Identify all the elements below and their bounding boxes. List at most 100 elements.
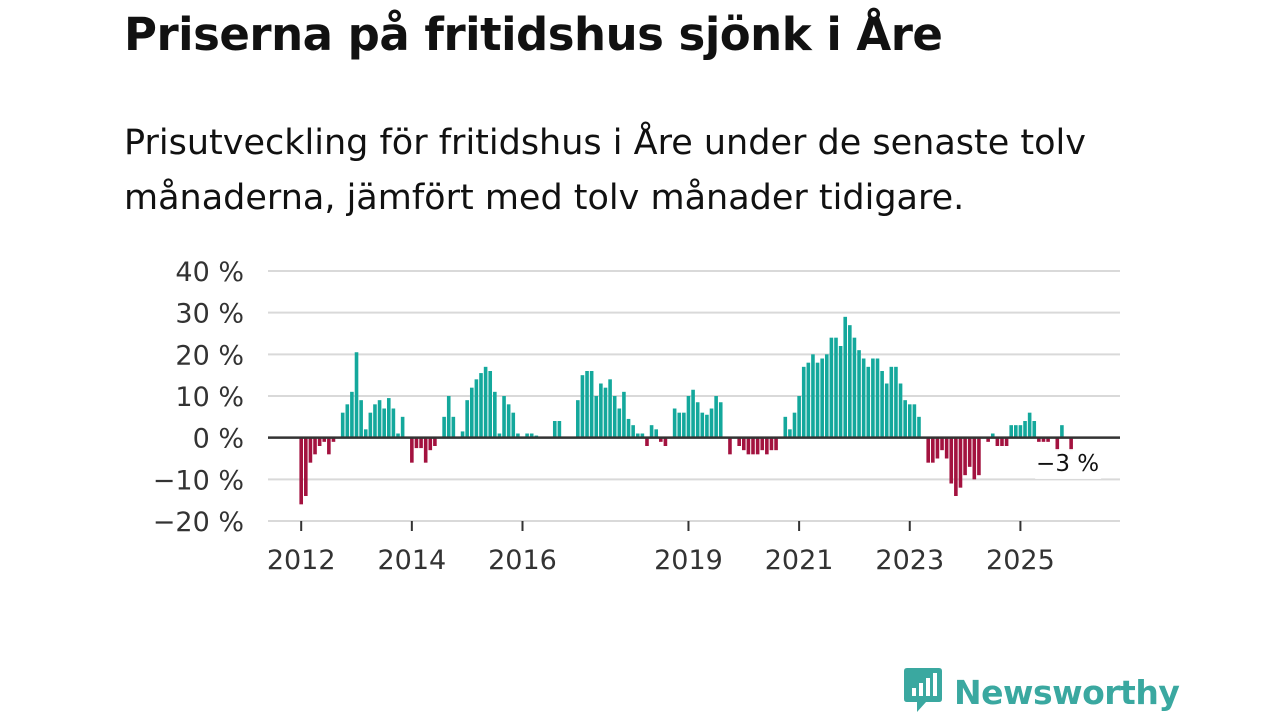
bar bbox=[635, 433, 640, 438]
bar bbox=[949, 437, 954, 484]
bar bbox=[760, 437, 765, 451]
bar bbox=[585, 371, 589, 438]
bar bbox=[483, 366, 488, 438]
bar bbox=[589, 371, 594, 438]
bar bbox=[525, 433, 529, 438]
x-tick-label: 2012 bbox=[267, 545, 336, 576]
bar bbox=[502, 396, 506, 438]
bar bbox=[926, 437, 931, 463]
bar bbox=[313, 437, 317, 455]
bar bbox=[714, 396, 718, 438]
bar bbox=[672, 408, 677, 438]
bar bbox=[834, 337, 838, 438]
bar bbox=[751, 437, 755, 455]
bar bbox=[1041, 437, 1046, 442]
bar bbox=[603, 387, 608, 438]
bar bbox=[907, 404, 912, 438]
bar bbox=[580, 375, 585, 438]
bar bbox=[820, 358, 824, 438]
bar bbox=[474, 379, 479, 438]
bar bbox=[317, 437, 322, 446]
bar bbox=[433, 437, 437, 446]
bar bbox=[414, 437, 419, 449]
bar bbox=[741, 437, 746, 451]
bar bbox=[806, 362, 811, 438]
bar bbox=[875, 358, 880, 438]
y-tick-label: −10 % bbox=[153, 465, 244, 496]
bar bbox=[419, 437, 423, 449]
bar bbox=[866, 366, 871, 438]
bar bbox=[608, 379, 612, 438]
bar bbox=[700, 412, 705, 438]
bar bbox=[958, 437, 963, 488]
x-tick-label: 2014 bbox=[377, 545, 446, 576]
bar bbox=[626, 418, 631, 438]
bar bbox=[829, 337, 834, 438]
bar bbox=[377, 400, 382, 438]
bar bbox=[599, 383, 603, 438]
bar bbox=[469, 387, 474, 438]
bar bbox=[612, 396, 617, 438]
bar bbox=[308, 437, 313, 463]
bar bbox=[640, 433, 645, 438]
bar bbox=[594, 396, 599, 438]
bar bbox=[654, 429, 658, 438]
bar bbox=[322, 437, 327, 442]
bar bbox=[765, 437, 769, 455]
bar bbox=[898, 383, 903, 438]
bar bbox=[446, 396, 451, 438]
bar bbox=[350, 391, 354, 438]
bar bbox=[1037, 437, 1041, 442]
bar bbox=[963, 437, 967, 476]
bar bbox=[1046, 437, 1050, 442]
y-tick-label: 10 % bbox=[175, 382, 244, 413]
newsworthy-logo-icon bbox=[902, 666, 944, 718]
bar bbox=[493, 391, 497, 438]
bar bbox=[972, 437, 977, 480]
bar bbox=[340, 412, 345, 438]
bar bbox=[663, 437, 668, 446]
bar bbox=[506, 404, 511, 438]
bar bbox=[912, 404, 917, 438]
bar bbox=[857, 350, 861, 438]
bar bbox=[977, 437, 981, 476]
bar bbox=[631, 425, 635, 438]
bar bbox=[954, 437, 958, 496]
bar bbox=[990, 433, 995, 438]
bar bbox=[479, 373, 483, 438]
bar bbox=[1055, 437, 1060, 451]
chart-subtitle: Prisutveckling för fritidshus i Åre unde… bbox=[124, 123, 1086, 218]
bar bbox=[755, 437, 760, 455]
bar bbox=[737, 437, 741, 446]
y-tick-label: 30 % bbox=[175, 299, 244, 330]
bar bbox=[386, 398, 391, 438]
bar bbox=[769, 437, 774, 451]
bar bbox=[774, 437, 778, 451]
bars bbox=[299, 316, 1073, 505]
bar bbox=[682, 412, 686, 438]
bar bbox=[1060, 425, 1064, 438]
bar bbox=[529, 433, 534, 438]
bar bbox=[995, 437, 1000, 446]
bar bbox=[705, 414, 709, 438]
bar bbox=[903, 400, 907, 438]
bar bbox=[792, 412, 797, 438]
bar bbox=[967, 437, 972, 467]
bar bbox=[354, 352, 359, 438]
bar bbox=[811, 354, 815, 438]
bar bbox=[718, 402, 723, 438]
bar bbox=[299, 437, 303, 505]
chart-title: Priserna på fritidshus sjönk i Åre bbox=[124, 8, 943, 61]
bar bbox=[931, 437, 935, 463]
bar bbox=[843, 316, 848, 438]
bar bbox=[677, 412, 682, 438]
bar bbox=[686, 396, 691, 438]
bar bbox=[345, 404, 350, 438]
newsworthy-logo: Newsworthy bbox=[902, 666, 1180, 718]
y-tick-label: 40 % bbox=[175, 257, 244, 288]
x-tick-label: 2021 bbox=[765, 545, 834, 576]
bar bbox=[442, 416, 446, 438]
x-tick-label: 2025 bbox=[986, 545, 1055, 576]
bar bbox=[649, 425, 654, 438]
bar bbox=[695, 402, 700, 438]
